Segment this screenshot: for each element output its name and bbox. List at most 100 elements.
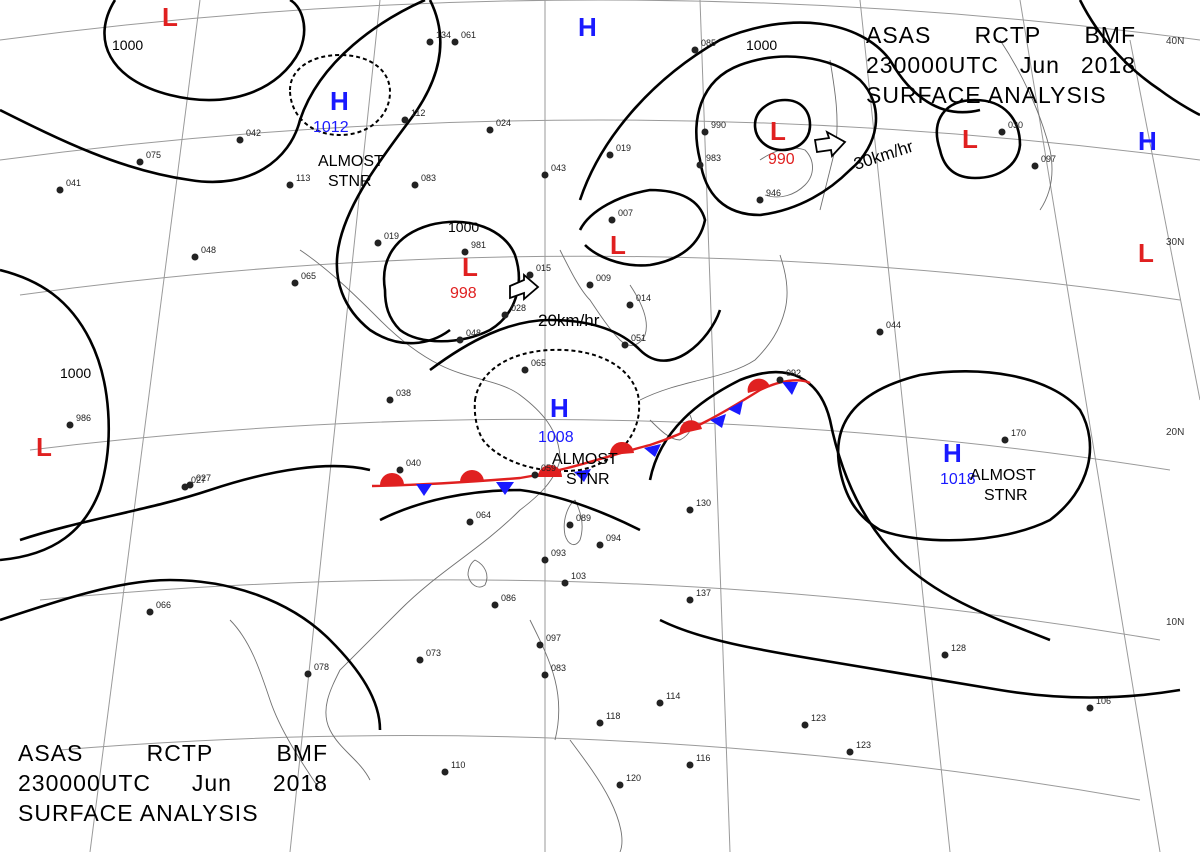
station-marker [801,721,809,729]
station-pressure: 094 [606,533,621,543]
warm-bump [460,470,484,482]
station-pressure: 009 [596,273,611,283]
high-1008-letter: H [550,393,569,423]
low-right-letter: L [1138,238,1154,268]
station-marker [521,366,529,374]
station-marker [691,46,699,54]
station-pressure: 019 [616,143,631,153]
station-pressure: 065 [301,271,316,281]
lat-label-20n: 20N [1166,427,1184,438]
title-row-1: ASAS RCTP BMF [18,738,328,768]
station-marker [461,248,469,256]
note-1012-line2: STNR [328,173,372,190]
warm-bump [609,441,634,455]
station-pressure: 123 [811,713,826,723]
station-marker [686,596,694,604]
title-type: BMF [1084,22,1136,48]
station-pressure: 123 [856,740,871,750]
station-marker [441,768,449,776]
isobar-sw [0,578,382,731]
station-marker [876,328,884,336]
philippines-south [569,739,623,852]
indochina [229,619,321,791]
station-pressure: 048 [201,245,216,255]
station-marker [616,781,624,789]
isobar-990-inner [753,98,812,152]
station-marker [606,151,614,159]
station-pressure: 064 [476,510,491,520]
title-row-2: 230000UTC Jun 2018 [866,50,1136,80]
cold-tooth [496,482,514,495]
station-marker [291,279,299,287]
note-1012-line1: ALMOST [318,153,384,170]
high-1018-value: 1018 [940,471,976,488]
pressure-centers: H 1012 H H 1008 H 1018 H L 998 L 990 L L… [36,2,1157,488]
station-marker [191,253,199,261]
low-990-letter: L [770,116,786,146]
isobar-east-top [1078,0,1200,117]
title-year: 2018 [272,770,328,796]
station-pressure: 041 [66,178,81,188]
cold-tooth [782,382,798,395]
isobar-label-1000-c: 1000 [746,37,777,53]
low-998-letter: L [462,252,478,282]
isobar-990-outer [695,55,878,217]
station-pressure: 170 [1011,428,1026,438]
isobar-big-west [0,0,426,184]
station-marker [756,196,764,204]
station-marker [486,126,494,134]
isobar-998 [382,220,521,343]
station-pressure: 027 [196,473,211,483]
station-pressure: 043 [551,163,566,173]
title-type: BMF [276,740,328,766]
station-marker [146,608,154,616]
title-product: ASAS [866,22,932,48]
station-marker [846,748,854,756]
station-pressure: 048 [466,328,481,338]
warm-bump [538,465,562,477]
station-pressure: 114 [666,691,680,701]
station-marker [941,651,949,659]
station-pressure: 083 [421,173,436,183]
station-marker [596,719,604,727]
speed-998: 20km/hr [538,311,600,330]
station-pressure: 986 [76,413,91,423]
station-pressure: 044 [886,320,901,330]
warm-bump [747,378,770,393]
station-marker [456,336,464,344]
title-month: Jun [1019,52,1060,78]
station-pressure: 137 [696,588,711,598]
low-990-value: 990 [768,151,795,168]
isobar-ne-big [578,21,981,201]
station-pressure: 007 [618,208,633,218]
station-marker [586,281,594,289]
station-pressure: 116 [696,753,710,763]
title-time: 230000UTC [18,770,152,796]
title-row-3: SURFACE ANALYSIS [18,800,259,826]
station-pressure: 030 [1008,120,1023,130]
low-korea-letter: L [610,230,626,260]
station-pressure: 027 [191,475,206,485]
station-pressure: 981 [471,240,486,250]
low-998-value: 998 [450,285,477,302]
front-line [371,379,811,488]
station-pressure: 051 [631,333,646,343]
isobar-label-1000-d: 1000 [60,365,91,381]
station-pressure: 028 [511,303,526,313]
station-pressure: 066 [156,600,171,610]
station-pressure: 097 [1041,154,1056,164]
station-marker [686,506,694,514]
station-pressure: 075 [146,150,161,160]
isobar-ne-low [935,98,1022,180]
station-marker [531,471,539,479]
station-pressure: 097 [546,633,561,643]
high-1012-letter: H [330,86,349,116]
station-pressure: 120 [626,773,641,783]
station-marker [491,601,499,609]
isobar-labels: 1000 1000 1000 1000 [60,37,777,381]
station-marker [608,216,616,224]
title-product: ASAS [18,740,84,766]
japan-honshu [639,254,788,401]
station-marker [304,670,312,678]
